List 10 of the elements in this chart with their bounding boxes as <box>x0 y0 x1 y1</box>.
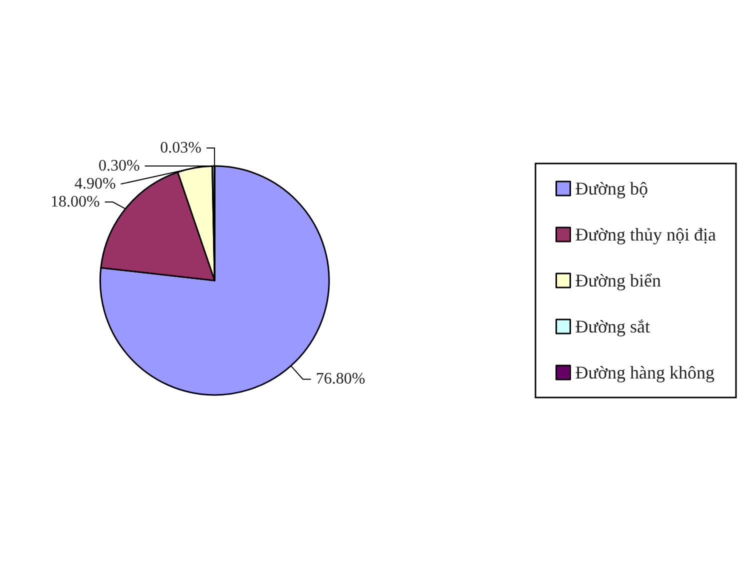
data-label: 18.00% <box>50 194 100 211</box>
legend-label: Đường sắt <box>575 316 650 336</box>
legend-label: Đường biển <box>575 270 661 290</box>
data-label: 4.90% <box>74 176 116 193</box>
legend-label: Đường bộ <box>575 178 648 198</box>
data-label: 76.80% <box>316 370 366 388</box>
legend-label: Đường thủy nội địa <box>575 224 716 244</box>
data-label: 0.03% <box>160 140 202 157</box>
legend-label: Đường hàng không <box>575 362 714 382</box>
data-label: 0.30% <box>98 158 140 175</box>
